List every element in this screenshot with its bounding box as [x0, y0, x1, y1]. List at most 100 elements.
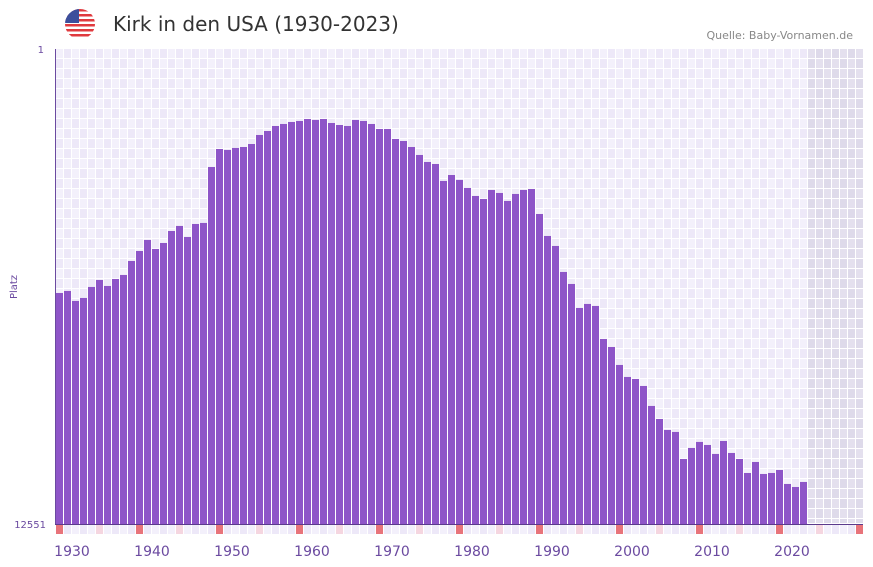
- grid-cell: [648, 219, 655, 228]
- grid-cell: [696, 99, 703, 108]
- grid-cell: [832, 509, 839, 518]
- grid-cell: [760, 459, 767, 468]
- grid-cell: [96, 109, 103, 118]
- grid-cell: [832, 459, 839, 468]
- grid-cell: [728, 69, 735, 78]
- grid-cell: [648, 119, 655, 128]
- grid-cell: [176, 79, 183, 88]
- grid-cell: [168, 169, 175, 178]
- grid-cell: [688, 199, 695, 208]
- grid-cell: [352, 99, 359, 108]
- grid-cell: [520, 169, 527, 178]
- grid-cell: [192, 209, 199, 218]
- grid-cell: [632, 269, 639, 278]
- grid-cell: [624, 309, 631, 318]
- grid-cell: [616, 289, 623, 298]
- grid-cell: [608, 319, 615, 328]
- grid-cell: [816, 419, 823, 428]
- grid-cell: [304, 89, 311, 98]
- source-label: Quelle: Baby-Vornamen.de: [706, 29, 853, 42]
- grid-cell: [72, 139, 79, 148]
- grid-cell: [600, 189, 607, 198]
- grid-cell: [648, 129, 655, 138]
- year-marker-1971: [384, 525, 391, 534]
- grid-cell: [672, 389, 679, 398]
- grid-cell: [216, 59, 223, 68]
- grid-cell: [720, 99, 727, 108]
- grid-cell: [328, 99, 335, 108]
- grid-cell: [688, 179, 695, 188]
- grid-cell: [488, 159, 495, 168]
- grid-cell: [680, 99, 687, 108]
- grid-cell: [856, 419, 863, 428]
- grid-cell: [696, 189, 703, 198]
- grid-cell: [840, 519, 847, 523]
- grid-cell: [64, 249, 71, 258]
- grid-cell: [816, 199, 823, 208]
- grid-cell: [760, 429, 767, 438]
- grid-cell: [200, 209, 207, 218]
- grid-cell: [144, 229, 151, 238]
- bar-1992: [552, 245, 559, 524]
- grid-cell: [560, 159, 567, 168]
- grid-cell: [368, 49, 375, 58]
- grid-cell: [608, 79, 615, 88]
- grid-cell: [808, 199, 815, 208]
- grid-cell: [440, 99, 447, 108]
- grid-cell: [608, 239, 615, 248]
- grid-cell: [600, 149, 607, 158]
- grid-cell: [672, 59, 679, 68]
- grid-cell: [720, 189, 727, 198]
- grid-cell: [112, 119, 119, 128]
- grid-cell: [416, 139, 423, 148]
- grid-cell: [224, 49, 231, 58]
- grid-cell: [56, 49, 63, 58]
- grid-cell: [112, 79, 119, 88]
- grid-cell: [472, 109, 479, 118]
- grid-cell: [720, 279, 727, 288]
- grid-cell: [664, 49, 671, 58]
- grid-cell: [760, 469, 767, 478]
- grid-cell: [616, 189, 623, 198]
- grid-cell: [720, 49, 727, 58]
- grid-cell: [64, 159, 71, 168]
- grid-cell: [592, 109, 599, 118]
- grid-cell: [624, 289, 631, 298]
- grid-cell: [688, 279, 695, 288]
- grid-cell: [400, 59, 407, 68]
- grid-cell: [792, 259, 799, 268]
- grid-cell: [840, 459, 847, 468]
- grid-cell: [424, 49, 431, 58]
- grid-cell: [88, 89, 95, 98]
- grid-cell: [600, 99, 607, 108]
- grid-cell: [456, 129, 463, 138]
- grid-cell: [96, 219, 103, 228]
- grid-cell: [744, 459, 751, 468]
- grid-cell: [560, 199, 567, 208]
- grid-cell: [680, 399, 687, 408]
- bar-1984: [488, 189, 495, 524]
- grid-cell: [576, 239, 583, 248]
- grid-cell: [688, 299, 695, 308]
- grid-cell: [784, 409, 791, 418]
- grid-cell: [384, 59, 391, 68]
- grid-cell: [192, 129, 199, 138]
- grid-cell: [752, 369, 759, 378]
- grid-cell: [536, 59, 543, 68]
- grid-cell: [840, 149, 847, 158]
- grid-cell: [264, 79, 271, 88]
- grid-cell: [784, 89, 791, 98]
- grid-cell: [832, 439, 839, 448]
- grid-cell: [840, 99, 847, 108]
- grid-cell: [336, 109, 343, 118]
- grid-cell: [688, 309, 695, 318]
- grid-cell: [128, 149, 135, 158]
- grid-cell: [640, 329, 647, 338]
- grid-cell: [784, 479, 791, 488]
- grid-cell: [816, 439, 823, 448]
- grid-cell: [832, 419, 839, 428]
- grid-cell: [416, 69, 423, 78]
- grid-cell: [192, 199, 199, 208]
- grid-cell: [792, 279, 799, 288]
- grid-cell: [472, 179, 479, 188]
